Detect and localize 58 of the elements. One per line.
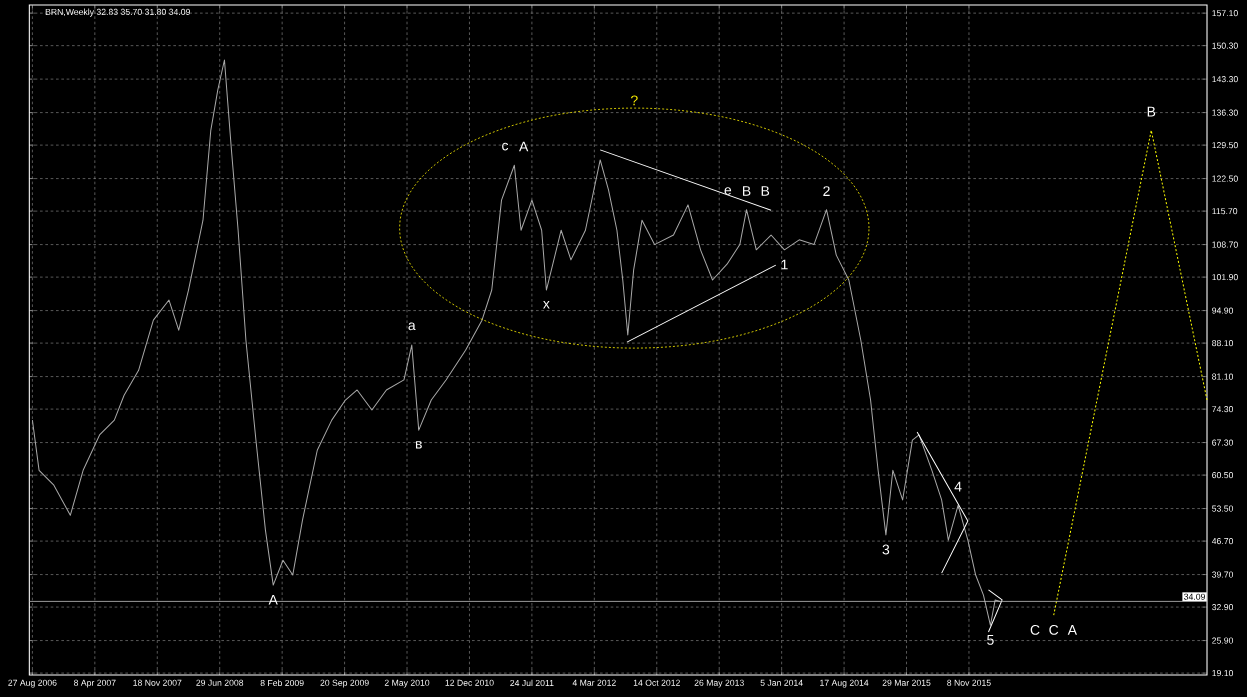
annotation: A xyxy=(519,141,529,152)
y-tick-label: 101.90 xyxy=(1212,274,1238,281)
x-tick-label: 2 May 2010 xyxy=(384,679,430,688)
y-tick-label: 115.70 xyxy=(1212,208,1238,215)
annotation: A xyxy=(1067,625,1078,635)
y-tick-label: 32.90 xyxy=(1212,604,1234,611)
y-tick-label: 74.30 xyxy=(1212,406,1234,413)
x-tick-label: 29 Mar 2015 xyxy=(882,679,931,686)
y-tick-label: 60.50 xyxy=(1212,472,1234,479)
annotation: в xyxy=(415,441,422,449)
y-tick-label: 108.70 xyxy=(1212,241,1238,248)
y-tick-label: 19.10 xyxy=(1212,670,1234,677)
x-tick-label: 4 Mar 2012 xyxy=(572,679,616,686)
y-tick-label: 129.50 xyxy=(1212,142,1238,149)
x-tick-label: 8 Feb 2009 xyxy=(260,679,304,687)
x-tick-label: 5 Jan 2014 xyxy=(760,679,803,686)
annotation: 3 xyxy=(882,544,890,555)
x-tick-label: 27 Aug 2006 xyxy=(8,679,57,688)
annotation: 5 xyxy=(987,635,994,645)
ref-line-label: 34.09 xyxy=(1184,593,1205,600)
y-tick-label: 122.50 xyxy=(1212,175,1238,182)
annotation: 2 xyxy=(823,186,830,196)
y-tick-label: 81.10 xyxy=(1212,373,1234,380)
y-tick-label: 25.90 xyxy=(1212,637,1234,644)
annotation: x xyxy=(543,301,550,309)
y-tick-label: 157.10 xyxy=(1212,10,1238,17)
x-tick-label: 24 Jul 2011 xyxy=(510,679,554,687)
x-tick-label: 17 Aug 2014 xyxy=(820,679,869,688)
annotation: ? xyxy=(630,95,638,106)
x-tick-label: 12 Dec 2010 xyxy=(445,679,494,686)
y-tick-label: 67.30 xyxy=(1212,439,1234,446)
y-tick-label: 88.10 xyxy=(1212,340,1234,347)
x-tick-label: 26 May 2013 xyxy=(694,679,744,688)
y-tick-label: 150.30 xyxy=(1212,42,1238,49)
annotation: C xyxy=(1030,624,1040,635)
y-tick-label: 46.70 xyxy=(1211,538,1234,545)
annotation: 1 xyxy=(781,259,788,270)
annotation: B xyxy=(1147,106,1156,117)
x-tick-label: 14 Oct 2012 xyxy=(633,679,680,686)
chart-title: BRN,Weekly 32.83 35.70 31.80 34.09 xyxy=(45,8,190,17)
annotation: C xyxy=(1049,624,1059,635)
x-tick-label: 8 Apr 2007 xyxy=(74,679,116,688)
y-tick-label: 143.30 xyxy=(1212,76,1238,83)
x-tick-label: 20 Sep 2009 xyxy=(320,679,369,688)
annotation: e xyxy=(724,187,732,195)
x-tick-label: 29 Jun 2008 xyxy=(196,679,244,686)
x-tick-label: 18 Nov 2007 xyxy=(133,679,182,686)
annotation: c xyxy=(502,142,509,151)
y-tick-label: 53.50 xyxy=(1212,505,1234,512)
annotation: B xyxy=(761,186,770,196)
annotation: B xyxy=(743,186,751,196)
x-tick-label: 8 Nov 2015 xyxy=(947,679,991,686)
y-tick-label: 39.70 xyxy=(1212,571,1234,578)
annotation: 4 xyxy=(954,481,962,492)
y-tick-label: 136.30 xyxy=(1212,109,1238,116)
annotation: a xyxy=(408,322,416,331)
annotation: A xyxy=(268,594,278,605)
y-tick-label: 94.90 xyxy=(1212,307,1234,314)
